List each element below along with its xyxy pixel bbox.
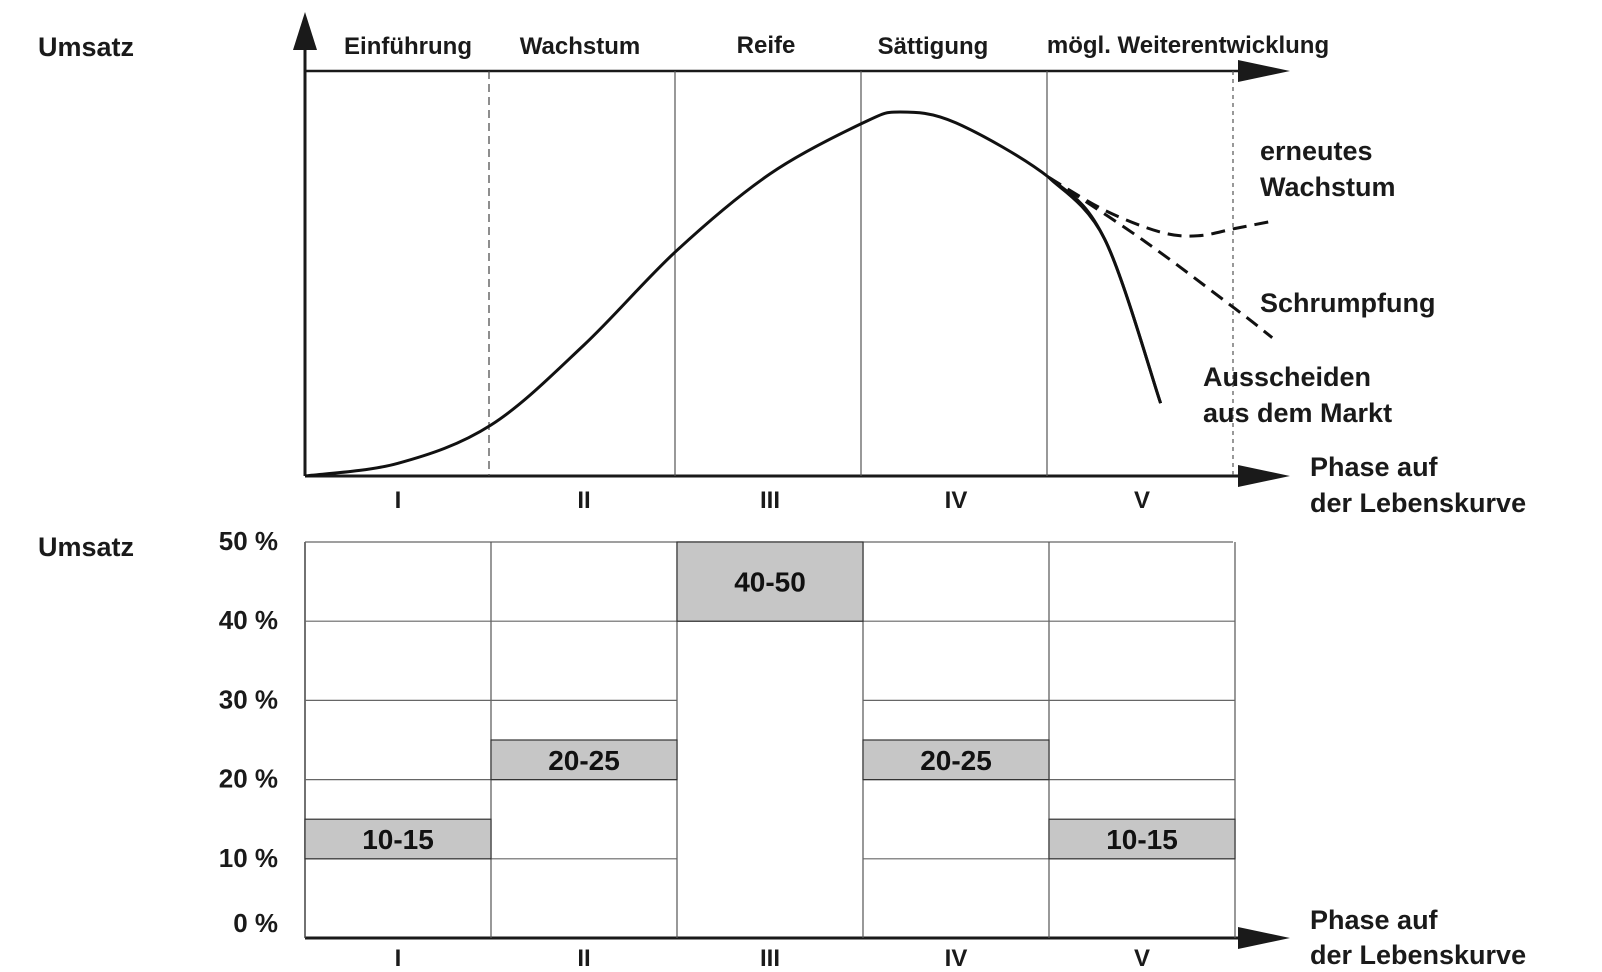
top-y-label: Umsatz (38, 32, 134, 62)
bottom-bars: 10-15 20-25 40-50 20-25 10-15 (304, 541, 1236, 860)
bottom-ytick-label: 30 % (219, 684, 278, 714)
bottom-phase-tick: II (577, 945, 590, 972)
range-bar (490, 739, 678, 781)
branch-market-exit (1047, 176, 1163, 404)
lifecycle-chart: Umsatz Einführung Wachstum Reife Sättigu… (38, 12, 1526, 518)
phase-name-2: Wachstum (520, 33, 640, 60)
range-bar-label: 20-25 (920, 745, 992, 776)
top-phase-tick-5: V (1134, 487, 1150, 514)
bottom-ytick-label: 20 % (219, 764, 278, 794)
bottom-ytick-label: 0 % (233, 908, 278, 938)
bottom-phase-tick: III (760, 945, 780, 972)
bottom-yticks: 0 % 10 % 20 % 30 % 40 % 50 % (219, 526, 278, 938)
revenue-share-chart: Umsatz 10-15 20-25 40-50 20-25 10-15 0 % 10 %… (38, 526, 1526, 972)
range-bar (304, 818, 492, 860)
top-x-label-line2: der Lebenskurve (1310, 488, 1526, 518)
phase-name-4: Sättigung (878, 33, 989, 60)
phase-name-3: Reife (737, 32, 796, 59)
range-bar-label: 40-50 (734, 567, 806, 598)
top-phase-tick-3: III (760, 487, 780, 514)
lifecycle-curve (304, 110, 1163, 478)
branch-renewed-growth (1048, 176, 1273, 238)
top-x-label-line1: Phase auf (1310, 452, 1439, 482)
range-bar-label: 20-25 (548, 745, 620, 776)
branch-shrinkage (1048, 176, 1274, 339)
label-shrinkage: Schrumpfung (1260, 288, 1436, 318)
branch-labels: erneutes Wachstum Schrumpfung Ausscheiden au… (1203, 136, 1436, 428)
range-bar-label: 10-15 (362, 824, 434, 855)
bottom-y-label: Umsatz (38, 532, 134, 562)
label-market-exit: Ausscheiden aus dem Markt (1203, 362, 1392, 428)
top-phase-tick-2: II (577, 487, 590, 514)
bottom-x-axis-arrow (1238, 927, 1290, 949)
bottom-ytick-label: 10 % (219, 843, 278, 873)
bottom-xticks: I II III IV V (395, 945, 1150, 972)
phase-name-5: mögl. Weiterentwicklung (1047, 32, 1329, 59)
top-x-axis-arrow (1238, 465, 1290, 487)
bottom-x-label-line1: Phase auf (1310, 905, 1439, 935)
bottom-phase-tick: IV (945, 945, 968, 972)
bottom-ytick-label: 40 % (219, 605, 278, 635)
range-bar (676, 541, 864, 622)
top-header-arrow (1238, 60, 1290, 82)
top-y-axis-arrow (293, 12, 317, 50)
bottom-phase-tick: I (395, 945, 402, 972)
range-bar (1048, 818, 1236, 860)
top-phase-tick-1: I (395, 487, 402, 514)
range-bar-label: 10-15 (1106, 824, 1178, 855)
bottom-x-label-line2: der Lebenskurve (1310, 940, 1526, 970)
bottom-phase-tick: V (1134, 945, 1150, 972)
lifecycle-curves (304, 110, 1274, 478)
label-renewed-growth: erneutes Wachstum (1260, 136, 1396, 202)
range-bar (862, 739, 1050, 781)
phase-name-1: Einführung (344, 33, 472, 60)
bottom-ytick-label: 50 % (219, 526, 278, 556)
top-phase-tick-4: IV (945, 487, 968, 514)
